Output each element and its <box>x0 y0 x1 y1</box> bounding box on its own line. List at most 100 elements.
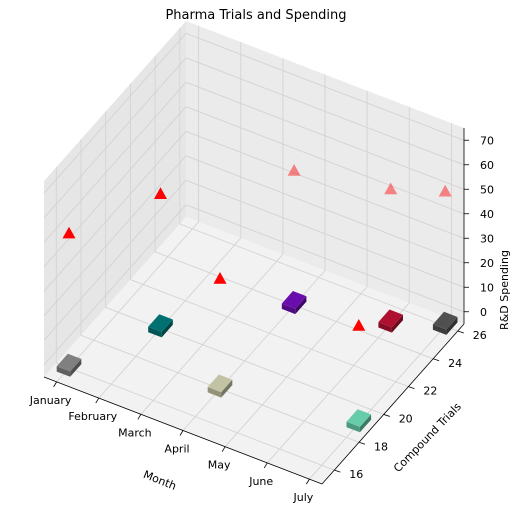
bar-front-face <box>281 303 296 315</box>
bar-side-face <box>161 319 173 338</box>
x-tick-mark <box>53 381 57 388</box>
left-wall-pane <box>44 21 186 377</box>
grid-line-x <box>56 25 200 383</box>
marker-triangle <box>287 164 301 176</box>
y-tick-label: 22 <box>423 385 437 398</box>
bar-top-face <box>148 314 173 332</box>
grid-line-y <box>55 167 335 471</box>
bar <box>346 409 372 433</box>
z-tick-label: 10 <box>480 281 494 294</box>
bar-top-face <box>207 374 233 393</box>
bar-top-face <box>56 353 82 372</box>
chart-title: Pharma Trials and Spending <box>165 8 346 23</box>
y-tick-label: 16 <box>349 468 363 481</box>
bar <box>148 314 173 338</box>
grid-line-z <box>43 204 465 366</box>
z-tick-label: 70 <box>480 134 494 147</box>
y-tick-label: 24 <box>448 357 462 370</box>
bar-side-face <box>391 314 403 333</box>
bar-top-face <box>346 409 372 427</box>
y-tick-label: 18 <box>374 440 388 453</box>
bar <box>56 353 82 377</box>
y-tick-mark <box>433 358 440 362</box>
bar-top-face <box>378 309 403 328</box>
x-tick-label: February <box>68 410 117 423</box>
bar-group <box>56 291 458 433</box>
grid-line-z <box>43 106 465 268</box>
x-tick-mark <box>263 462 268 469</box>
bar <box>281 291 307 315</box>
y-tick-label: 26 <box>473 329 487 342</box>
y-tick-mark <box>383 414 390 417</box>
x-axis-label: Month <box>141 468 178 493</box>
bar-front-face <box>56 366 71 377</box>
x-tick-label: March <box>118 426 152 439</box>
marker-triangle <box>154 187 167 199</box>
grid-line-x <box>224 90 368 447</box>
grid-line-x <box>182 74 326 431</box>
y-tick-mark <box>358 441 366 445</box>
bar-side-face <box>70 358 82 377</box>
x-tick-label: June <box>248 475 273 488</box>
bar <box>207 374 233 398</box>
bar-side-face <box>221 379 233 398</box>
bar <box>432 311 458 335</box>
z-tick-label: 30 <box>480 232 494 245</box>
y-axis-label: Compound Trials <box>391 400 464 475</box>
grid-line-x <box>98 42 242 399</box>
y-axis-line <box>321 323 465 485</box>
grid-line-z <box>43 32 465 194</box>
bar-side-face <box>446 317 458 335</box>
grid-line-y <box>154 55 434 360</box>
grid-line-x <box>266 106 410 464</box>
marker-group <box>62 164 452 331</box>
grid-line-z <box>43 81 465 243</box>
bar-top-face <box>432 311 458 330</box>
z-tick-label: 60 <box>480 159 494 172</box>
x-tick-label: May <box>208 459 231 472</box>
grid-line-x <box>140 58 284 415</box>
y-tick-mark <box>457 330 464 334</box>
grid-lines <box>43 25 465 480</box>
grid-line-z <box>43 57 465 219</box>
grid-line-y <box>129 83 409 388</box>
z-tick-label: 50 <box>480 183 494 196</box>
z-axis-label: R&D Spending <box>498 250 511 330</box>
bar-front-face <box>378 322 392 333</box>
z-tick-label: 0 <box>480 306 487 319</box>
marker-triangle <box>352 319 366 331</box>
bar-side-face <box>359 414 372 433</box>
grid-line-z <box>43 179 465 341</box>
grid-line-y <box>80 139 360 443</box>
bar-side-face <box>295 296 307 315</box>
x-tick-label: April <box>164 443 189 456</box>
z-tick-label: 40 <box>480 208 494 221</box>
x-tick-label: January <box>29 394 72 407</box>
marker-triangle <box>384 182 398 195</box>
x-tick-mark <box>95 397 100 404</box>
y-tick-mark <box>334 469 341 473</box>
axis-lines <box>43 128 469 485</box>
grid-line-y <box>179 28 458 332</box>
bar-front-face <box>148 326 162 338</box>
bar-front-face <box>432 324 447 335</box>
x-tick-mark <box>137 414 142 420</box>
x-tick-mark <box>221 446 226 452</box>
grid-line-z <box>43 130 465 292</box>
bar <box>378 309 403 333</box>
bar-front-face <box>346 421 360 433</box>
y-tick-mark <box>408 386 415 389</box>
marker-triangle <box>438 184 452 197</box>
bar-front-face <box>207 387 222 398</box>
x-tick-label: July <box>293 491 314 504</box>
x-tick-mark <box>179 430 184 436</box>
marker-triangle <box>62 226 76 239</box>
marker-triangle <box>213 272 227 284</box>
bar-top-face <box>281 291 307 309</box>
grid-line-y <box>105 111 384 415</box>
grid-line-z <box>43 155 465 317</box>
z-tick-label: 20 <box>480 257 494 270</box>
y-tick-label: 20 <box>399 412 413 425</box>
